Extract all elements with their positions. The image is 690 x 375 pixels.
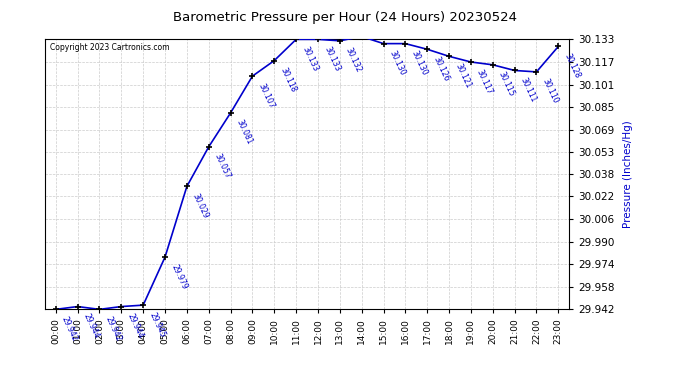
Text: 30.107: 30.107	[257, 82, 276, 110]
Text: 29.979: 29.979	[169, 262, 188, 291]
Text: 30.135: 30.135	[0, 374, 1, 375]
Text: 30.057: 30.057	[213, 152, 233, 180]
Text: 30.132: 30.132	[344, 46, 364, 74]
Text: 30.126: 30.126	[431, 55, 451, 82]
Text: 30.111: 30.111	[519, 76, 538, 104]
Text: 30.110: 30.110	[541, 78, 560, 105]
Text: 29.945: 29.945	[148, 311, 167, 339]
Text: 30.121: 30.121	[453, 62, 473, 90]
Text: 30.081: 30.081	[235, 118, 254, 146]
Text: 30.130: 30.130	[388, 49, 407, 77]
Text: 30.133: 30.133	[322, 45, 342, 73]
Text: 30.133: 30.133	[300, 45, 319, 73]
Y-axis label: Pressure (Inches/Hg): Pressure (Inches/Hg)	[623, 120, 633, 228]
Text: 30.130: 30.130	[410, 49, 429, 77]
Text: 30.117: 30.117	[475, 68, 495, 95]
Text: 30.128: 30.128	[562, 52, 582, 80]
Text: 30.029: 30.029	[191, 192, 210, 220]
Text: 29.944: 29.944	[126, 312, 145, 340]
Text: 30.118: 30.118	[279, 66, 298, 94]
Text: 29.944: 29.944	[82, 312, 101, 340]
Text: 29.942: 29.942	[60, 315, 79, 343]
Text: 29.942: 29.942	[104, 315, 123, 343]
Text: Barometric Pressure per Hour (24 Hours) 20230524: Barometric Pressure per Hour (24 Hours) …	[173, 11, 517, 24]
Text: Copyright 2023 Cartronics.com: Copyright 2023 Cartronics.com	[50, 44, 170, 52]
Text: 30.115: 30.115	[497, 70, 516, 98]
